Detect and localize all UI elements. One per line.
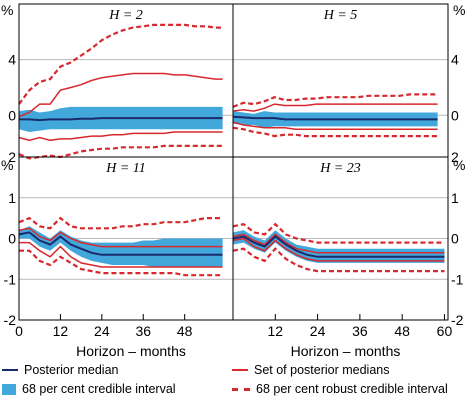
legend-credible-interval: 68 per cent credible interval [2,382,176,396]
panel-title: H = 2 [108,8,143,23]
robust-interval-lower-line [18,144,223,160]
robust-interval-upper-line [232,222,445,244]
posterior-medians-lower-line [232,237,445,262]
y-tick-label: 4 [8,52,16,68]
x-tick-label: 48 [394,323,410,339]
robust-interval-lower-line [232,126,438,138]
posterior-medians-lower-line [232,121,438,130]
legend-robust-interval: 68 per cent robust credible interval [232,382,448,396]
panel-0 [18,23,233,160]
x-tick-label: 24 [94,323,110,339]
x-tick-label: 60 [437,323,453,339]
posterior-median-line [232,235,445,258]
posterior-median-line [232,115,438,121]
robust-interval-lower-line [232,247,445,273]
robust-interval-lower-line [19,249,223,277]
x-axis-title-right: Horizon – months [291,343,401,359]
posterior-medians-upper-line [232,233,445,254]
y-tick-label: 1 [451,190,459,206]
posterior-medians-upper-line [18,72,223,118]
legend-swatch-red-line [232,369,248,371]
posterior-medians-upper-line [18,227,223,248]
x-tick-label: 36 [135,323,151,339]
posterior-medians-upper-line [232,103,438,112]
y-tick-label: 0 [8,231,16,247]
posterior-median-line [19,117,223,122]
y-tick-label: 2 [8,149,16,165]
unit-label-left: % [1,157,13,173]
legend-swatch-band [2,383,16,395]
y-tick-label: 2 [451,149,459,165]
legend-label: Set of posterior medians [254,363,390,377]
unit-label-right: % [453,2,465,18]
posterior-median-line [18,231,223,256]
x-tick-label: 24 [310,323,326,339]
posterior-medians-lower-line [18,131,223,142]
robust-interval-upper-line [18,23,223,105]
y-tick-label: -1 [451,271,464,287]
panel-2 [18,197,233,280]
y-tick-label: 0 [451,231,459,247]
y-tick-label: -1 [4,271,17,287]
y-tick-label: -2 [451,312,464,328]
y-tick-label: 0 [8,107,16,123]
legend-swatch-median [2,369,18,371]
robust-interval-upper-line [18,216,223,230]
x-axis-title-left: Horizon – months [76,343,186,359]
panel-title: H = 11 [105,161,146,176]
y-tick-label: -2 [4,312,17,328]
y-tick-label: 1 [8,190,16,206]
legend-set-of-medians: Set of posterior medians [232,363,390,377]
x-tick-label: 36 [352,323,368,339]
unit-label-right: % [453,157,465,173]
legend-posterior-median: Posterior median [2,363,119,377]
credible-interval-band [19,106,223,132]
x-tick-label: 0 [15,323,23,339]
legend-swatch-red-dash [232,387,250,391]
x-tick-label: 12 [268,323,284,339]
posterior-medians-lower-line [19,241,223,268]
legend-label: 68 per cent credible interval [22,382,176,396]
legend-label: 68 per cent robust credible interval [256,382,448,396]
x-tick-label: 48 [177,323,193,339]
panel-1 [232,59,448,138]
legend-label: Posterior median [24,363,119,377]
y-tick-label: 4 [451,52,459,68]
panel-title: H = 5 [323,8,358,23]
panel-title: H = 23 [319,161,361,176]
robust-interval-upper-line [232,93,438,108]
credible-interval-band [233,230,445,263]
panel-3 [232,197,448,280]
y-tick-label: 0 [451,107,459,123]
unit-label-left: % [1,2,13,18]
x-tick-label: 12 [53,323,69,339]
